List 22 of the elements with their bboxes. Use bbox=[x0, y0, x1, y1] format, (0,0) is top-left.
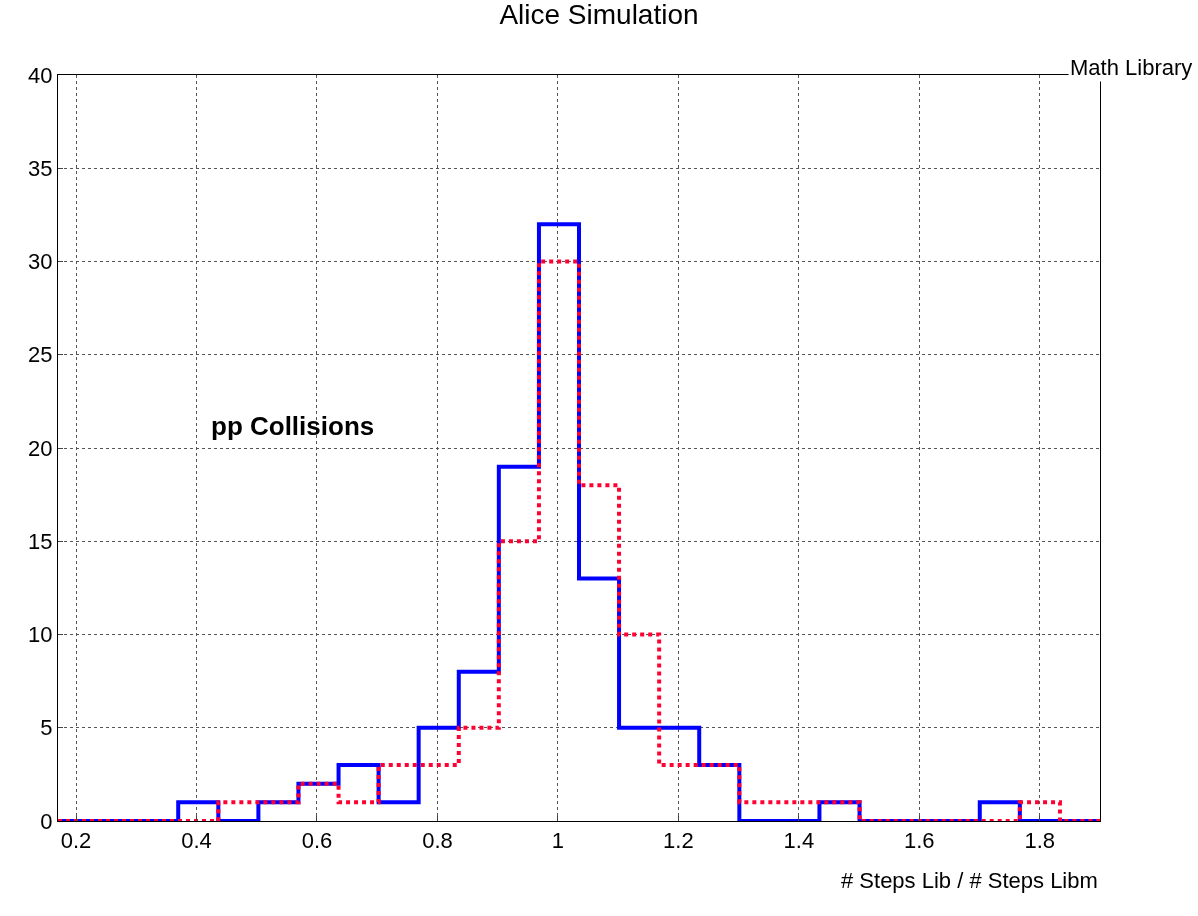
y-tick-label: 35 bbox=[28, 155, 53, 181]
x-tick-label: 0.2 bbox=[60, 828, 92, 854]
x-tick-label: 1 bbox=[551, 828, 565, 854]
y-tick-label: 0 bbox=[40, 808, 53, 834]
x-tick-label: 1.2 bbox=[663, 828, 694, 854]
x-tick-label: 0.4 bbox=[181, 828, 212, 854]
annotation: Math Library bbox=[1070, 55, 1193, 80]
y-tick-label: 5 bbox=[40, 715, 53, 741]
y-tick-label: 20 bbox=[28, 435, 53, 461]
x-tick-label: 0.8 bbox=[422, 828, 453, 854]
x-tick-label: 1.6 bbox=[904, 828, 935, 854]
x-tick-label: 1.4 bbox=[783, 828, 815, 854]
x-axis-title: # Steps Lib / # Steps Libm bbox=[841, 868, 1098, 893]
y-tick-label: 15 bbox=[28, 528, 53, 554]
x-tick-label: 1.8 bbox=[1024, 828, 1056, 854]
chart-title: Alice Simulation bbox=[499, 0, 699, 31]
y-tick-label: 10 bbox=[28, 622, 53, 648]
y-tick-label: 30 bbox=[28, 249, 53, 275]
y-tick-label: 25 bbox=[28, 342, 53, 368]
x-tick-label: 0.6 bbox=[301, 828, 333, 854]
annotation: pp Collisions bbox=[211, 411, 375, 441]
y-tick-label: 40 bbox=[28, 62, 53, 88]
